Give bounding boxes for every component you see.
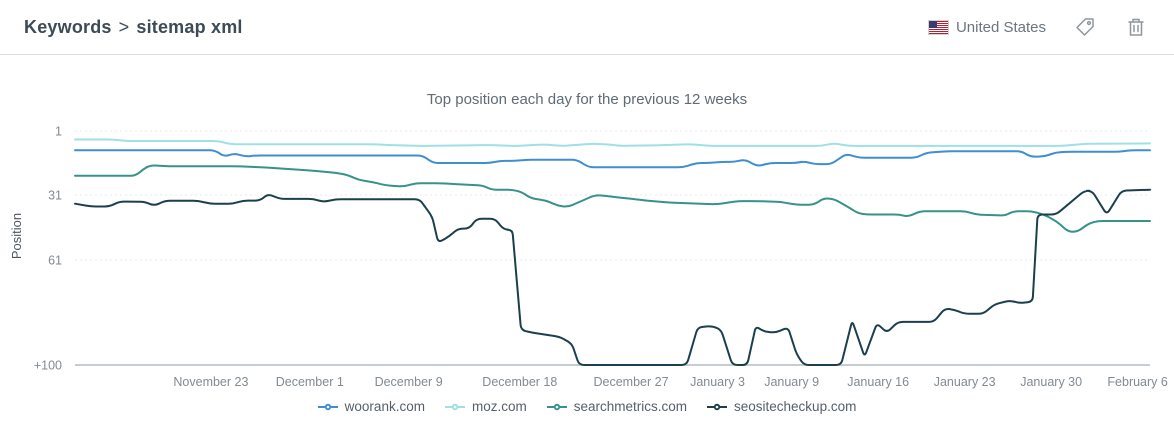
country-label: United States [955,18,1046,36]
legend-marker-icon [444,403,465,410]
series-line-searchmetrics.com[interactable] [74,164,1151,233]
legend-label: searchmetrics.com [573,399,688,414]
chart-card: Top position each day for the previous 1… [0,55,1174,433]
legend-marker-icon [707,403,728,410]
y-tick-label: +100 [34,359,62,373]
y-tick-label: 61 [48,254,62,268]
x-tick-label: January 9 [764,375,819,389]
series-line-woorank.com[interactable] [74,149,1151,169]
x-tick-label: February 6 [1107,375,1167,389]
legend-item-searchmetrics.com[interactable]: searchmetrics.com [546,399,688,414]
legend-item-woorank.com[interactable]: woorank.com [317,399,425,414]
x-tick-label: December 27 [594,375,669,389]
tag-button[interactable] [1072,14,1098,40]
legend-marker-icon [317,403,338,410]
country-selector: United States [927,18,1046,36]
y-tick-label: 1 [55,125,62,139]
legend-item-moz.com[interactable]: moz.com [444,399,527,414]
x-tick-label: December 1 [276,375,344,389]
chart-legend: woorank.com moz.com searchmetrics.com seosi… [0,399,1174,414]
series-line-moz.com[interactable] [74,138,1151,147]
header-bar: Keywords > sitemap xml United States [0,0,1174,55]
legend-label: moz.com [471,399,527,414]
delete-button[interactable] [1124,14,1148,40]
legend-marker-icon [546,403,567,410]
x-tick-label: January 16 [847,375,909,389]
x-tick-label: December 18 [482,375,557,389]
tag-icon [1076,18,1094,36]
legend-label: seositecheckup.com [734,399,857,414]
breadcrumb-section: Keywords [24,16,112,37]
breadcrumb-separator: > [118,16,130,37]
legend-label: woorank.com [344,399,425,414]
series-line-seositecheckup.com[interactable] [74,188,1151,366]
x-tick-label: December 9 [375,375,443,389]
chart-title: Top position each day for the previous 1… [426,91,748,108]
trash-icon [1128,18,1144,36]
y-tick-label: 31 [48,188,62,202]
x-tick-label: January 30 [1020,375,1082,389]
x-tick-label: January 23 [934,375,996,389]
chart-svg[interactable]: 1 31 61 +100 November 23 December 1 December 9… [0,113,1174,395]
x-tick-label: November 23 [173,375,248,389]
us-flag-icon [927,19,949,35]
x-tick-label: January 3 [690,375,745,389]
breadcrumb-current: sitemap xml [136,16,243,37]
legend-item-seositecheckup.com[interactable]: seositecheckup.com [707,399,856,414]
breadcrumb: Keywords > sitemap xml [24,17,243,38]
